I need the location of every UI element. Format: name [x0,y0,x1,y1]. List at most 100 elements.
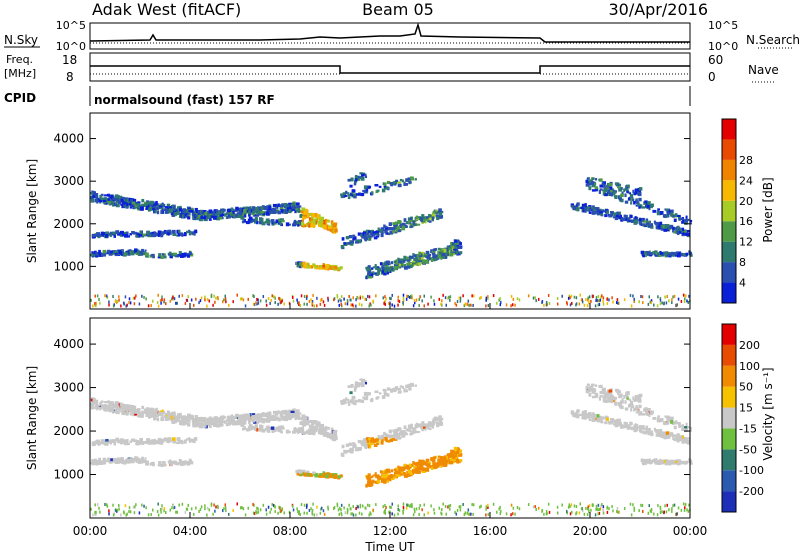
power-cell [310,223,315,228]
power-cell [126,303,128,307]
velocity-cell [304,472,308,476]
velocity-cell [226,419,231,422]
velocity-cell [630,408,633,412]
power-cell [390,227,394,231]
power-cell [410,176,414,180]
velocity-cell [602,417,606,420]
power-cell [408,257,412,261]
velocity-cell [608,421,613,425]
power-cell [344,302,347,306]
power-cell [190,298,193,302]
power-cell [349,240,352,243]
velocity-cell [373,440,376,443]
velocity-cell [420,424,424,429]
velocity-cell [456,508,459,512]
power-cell [427,216,430,220]
power-cell [153,233,157,238]
power-cell [402,297,405,301]
velocity-cell [131,408,136,412]
velocity-cell [160,442,164,445]
velocity-cell [377,434,380,439]
power-cell [496,301,498,305]
velocity-cell [358,511,361,515]
velocity-cell [392,434,395,438]
velocity-cell [329,474,332,479]
power-cell [565,301,568,305]
power-cell [383,301,385,305]
power-cell [129,233,133,236]
power-cell [199,299,202,303]
power-cell [310,298,312,302]
velocity-cell [255,421,259,424]
velocity-cell [322,430,326,435]
power-cell [433,299,435,303]
velocity-cell [301,429,305,433]
nave-label: Nave [748,63,779,77]
velocity-cell [173,419,178,422]
power-cell [657,223,661,228]
power-cell [588,186,592,191]
power-cell [409,218,413,221]
velocity-cell [207,417,210,421]
velocity-cell [626,427,630,430]
power-cell [94,294,96,298]
power-cell [166,232,170,235]
power-cell [674,213,678,216]
velocity-cell [182,462,186,466]
power-cell [624,200,629,204]
power-cell [143,252,147,255]
power-cell [271,221,274,225]
velocity-cell [331,474,335,478]
velocity-cell [93,462,96,466]
velocity-cell [393,471,398,476]
power-cell [340,299,342,303]
velocity-cell [403,463,407,468]
power-cell [402,259,406,263]
power-cell [433,257,438,261]
velocity-cell [392,429,397,433]
power-cell [457,251,461,254]
power-cell [616,298,619,302]
power-cell [322,265,325,269]
power-cell [157,304,160,308]
velocity-cell [607,396,610,399]
power-cell [682,253,687,257]
power-cell [448,295,450,299]
velocity-cell [435,416,438,420]
velocity-cell [402,502,405,506]
power-cell [683,297,686,301]
power-cell [660,254,663,257]
power-cell [410,255,414,259]
velocity-cell [446,454,450,458]
power-cell [443,255,448,259]
nsky-trace [89,22,690,43]
power-cell [142,233,147,236]
velocity-cell [405,384,409,389]
power-cell [640,223,643,226]
power-cell [681,233,685,237]
velocity-cell [412,461,415,465]
power-cell [107,200,111,205]
velocity-cell [384,471,388,474]
power-cell [673,294,676,298]
power-cell [139,251,142,255]
velocity-cell [451,449,455,454]
velocity-cell [301,426,305,431]
velocity-cell [274,509,276,513]
power-cell [318,224,322,228]
power-cell [243,213,247,218]
velocity-cell [148,414,152,418]
power-cell [547,293,550,297]
power-cell [659,211,664,215]
power-cell [367,265,371,269]
power-cell [354,241,359,244]
power-cell [346,298,349,302]
power-cell [278,296,280,300]
power-cell [685,218,690,222]
velocity-cell [384,388,387,393]
power-cell [351,303,354,307]
power-cell [257,301,260,305]
power-cell [380,233,384,238]
power-cell [369,232,373,236]
